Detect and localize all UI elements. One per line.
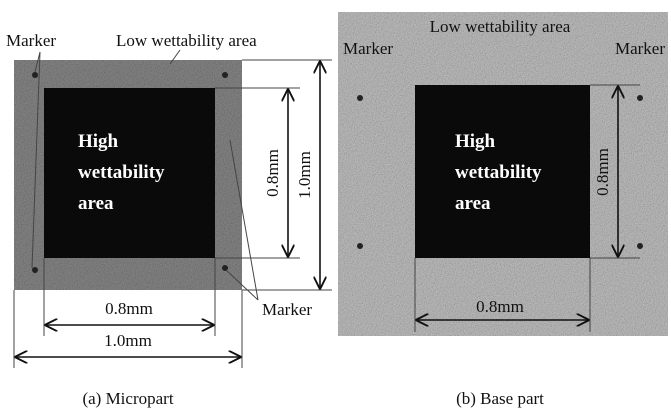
marker-dot bbox=[32, 267, 38, 273]
dim-label: 1.0mm bbox=[104, 331, 152, 350]
caption: (b) Base part bbox=[456, 389, 544, 408]
marker-dot bbox=[357, 95, 363, 101]
marker-dot bbox=[222, 265, 228, 271]
figure: Marker Low wettability area High wettabi… bbox=[0, 0, 671, 414]
area-label: wettability bbox=[455, 162, 542, 183]
area-label: High bbox=[455, 131, 496, 152]
area-label: area bbox=[78, 193, 114, 214]
panel-a: Marker Low wettability area High wettabi… bbox=[6, 31, 332, 408]
dim-label: 0.8mm bbox=[476, 297, 524, 316]
label: Marker bbox=[262, 300, 312, 319]
dim-label: 0.8mm bbox=[593, 148, 612, 196]
label: Marker bbox=[6, 31, 56, 50]
marker-dot bbox=[357, 243, 363, 249]
label: Marker bbox=[343, 39, 393, 58]
label: Low wettability area bbox=[116, 31, 257, 50]
area-label: High bbox=[78, 131, 119, 152]
caption: (a) Micropart bbox=[82, 389, 173, 408]
dim-label: 0.8mm bbox=[263, 149, 282, 197]
marker-dot bbox=[32, 72, 38, 78]
marker-dot bbox=[222, 72, 228, 78]
panel-b: Low wettability area Marker Marker High … bbox=[338, 12, 668, 408]
area-label: area bbox=[455, 193, 491, 214]
marker-dot bbox=[637, 95, 643, 101]
label: Low wettability area bbox=[430, 17, 571, 36]
label: Marker bbox=[615, 39, 665, 58]
area-label: wettability bbox=[78, 162, 165, 183]
dim-label: 0.8mm bbox=[105, 299, 153, 318]
dim-label: 1.0mm bbox=[295, 151, 314, 199]
marker-dot bbox=[637, 243, 643, 249]
